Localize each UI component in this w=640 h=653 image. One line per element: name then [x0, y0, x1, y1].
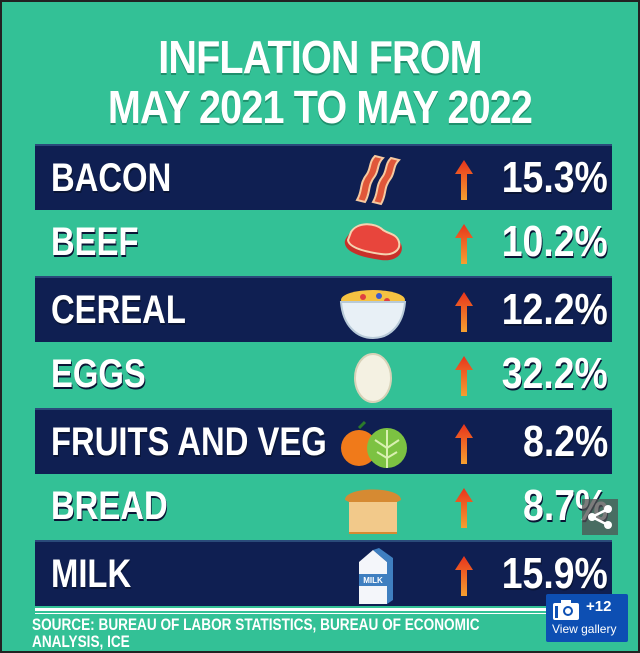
up-arrow-icon	[455, 356, 473, 396]
divider	[35, 613, 612, 614]
camera-icon	[553, 600, 579, 620]
egg-icon	[354, 353, 392, 403]
category-label: BACON	[51, 156, 172, 200]
gallery-label: View gallery	[552, 622, 617, 636]
bread-icon	[345, 489, 401, 534]
up-arrow-icon	[455, 488, 473, 528]
category-label: CEREAL	[51, 288, 186, 332]
table-row: BACON 15.3%	[35, 144, 612, 210]
table-row: MILK MILK 15.9%	[35, 540, 612, 606]
category-label: FRUITS AND VEG	[51, 420, 327, 464]
up-arrow-icon	[455, 160, 473, 200]
source-note: SOURCE: BUREAU OF LABOR STATISTICS, BURE…	[32, 615, 480, 651]
up-arrow-icon	[455, 224, 473, 264]
share-icon	[588, 505, 612, 529]
title-line-1: INFLATION FROM	[158, 31, 482, 83]
table-row: CEREAL 12.2%	[35, 276, 612, 342]
category-label: EGGS	[51, 352, 146, 396]
value-label: 8.2%	[522, 417, 608, 466]
view-gallery-button[interactable]: +12 View gallery	[546, 594, 628, 642]
divider	[35, 608, 612, 611]
table-row: EGGS 32.2%	[35, 342, 612, 406]
value-label: 15.3%	[501, 153, 608, 202]
milk-carton-text: MILK	[363, 576, 383, 585]
milk-carton-icon: MILK	[359, 548, 393, 604]
value-label: 10.2%	[501, 217, 608, 266]
table-row: BEEF 10.2%	[35, 210, 612, 274]
value-label: 12.2%	[501, 285, 608, 334]
cereal-bowl-icon	[339, 290, 407, 340]
up-arrow-icon	[455, 424, 473, 464]
orange-lettuce-icon	[341, 420, 407, 468]
category-label: BEEF	[51, 220, 139, 264]
title-line-2: MAY 2021 TO MAY 2022	[107, 81, 533, 133]
table-row: BREAD 8.7%	[35, 474, 612, 538]
category-label: MILK	[51, 552, 132, 596]
category-label: BREAD	[51, 484, 168, 528]
share-button[interactable]	[582, 499, 618, 535]
up-arrow-icon	[455, 556, 473, 596]
table-row: FRUITS AND VEG 8.2%	[35, 408, 612, 474]
bacon-icon	[355, 154, 401, 206]
gallery-count: +12	[586, 598, 612, 615]
steak-icon	[344, 223, 402, 261]
value-label: 15.9%	[501, 549, 608, 598]
value-label: 32.2%	[501, 349, 608, 398]
up-arrow-icon	[455, 292, 473, 332]
